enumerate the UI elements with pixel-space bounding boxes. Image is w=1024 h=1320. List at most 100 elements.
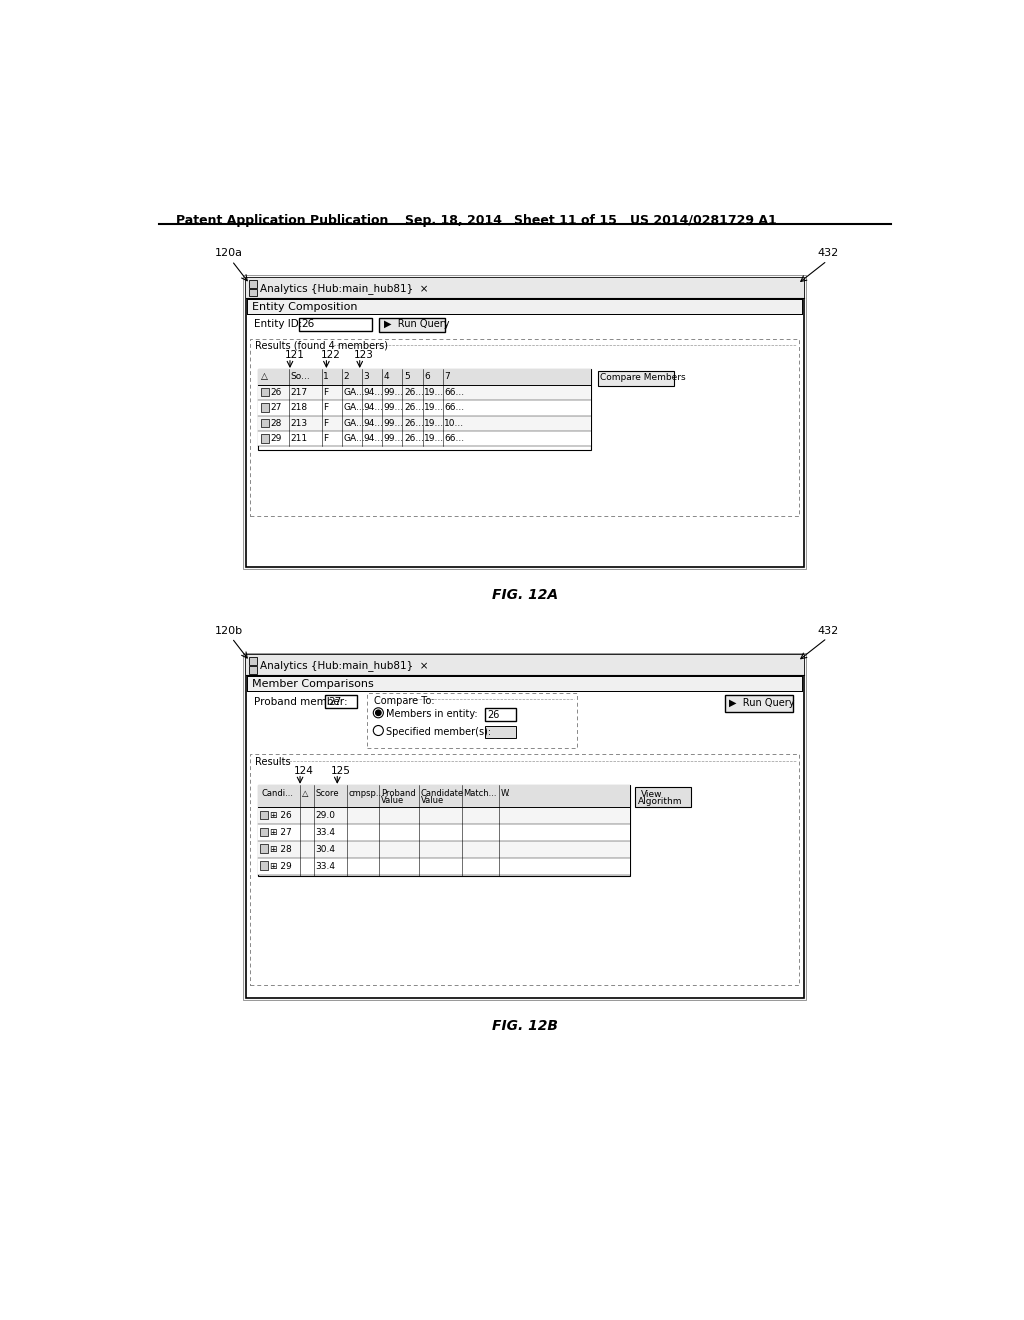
Text: Proband: Proband [381, 789, 416, 799]
Text: 26...: 26... [403, 434, 424, 444]
Text: 432: 432 [818, 248, 839, 259]
Text: 26...: 26... [403, 418, 424, 428]
Text: 66...: 66... [444, 404, 464, 412]
Text: Results (found 4 members): Results (found 4 members) [255, 341, 388, 351]
Text: 123: 123 [354, 350, 374, 360]
Text: △: △ [302, 789, 308, 799]
Bar [246, 277, 804, 566]
Bar [246, 277, 804, 298]
Text: Members in entity:: Members in entity: [386, 709, 478, 719]
Text: 3: 3 [364, 372, 370, 381]
Bar [325, 696, 357, 708]
Text: 94...: 94... [364, 418, 384, 428]
Text: 26: 26 [487, 710, 500, 719]
Bar [258, 785, 630, 807]
Text: Compare Members: Compare Members [600, 374, 686, 383]
Text: Value: Value [421, 796, 444, 805]
Bar [379, 318, 445, 331]
Bar [248, 315, 802, 334]
Text: F: F [324, 404, 329, 412]
Text: Candidate: Candidate [421, 789, 464, 799]
Text: 7: 7 [444, 372, 450, 381]
Text: Specified member(s):: Specified member(s): [386, 726, 492, 737]
Bar [258, 841, 630, 858]
Bar [260, 810, 268, 818]
Bar [260, 828, 268, 836]
Text: 28: 28 [270, 418, 282, 428]
Text: 1: 1 [324, 372, 329, 381]
Bar [258, 807, 630, 824]
Bar [485, 708, 516, 721]
Bar [246, 655, 804, 675]
Bar [258, 370, 592, 385]
Text: Proband member:: Proband member: [254, 697, 347, 706]
Text: 29.0: 29.0 [315, 812, 336, 820]
Text: Compare To:: Compare To: [374, 696, 434, 706]
Text: GA...: GA... [343, 434, 366, 444]
Text: 33.4: 33.4 [315, 862, 336, 871]
Bar [598, 371, 674, 387]
Text: 2: 2 [343, 372, 349, 381]
Text: Match...: Match... [464, 789, 497, 799]
Text: 33.4: 33.4 [315, 829, 336, 837]
Bar [249, 665, 257, 673]
Text: 432: 432 [818, 626, 839, 636]
Text: Results: Results [255, 756, 291, 767]
Text: 27: 27 [328, 697, 341, 706]
Text: F: F [324, 418, 329, 428]
Text: ⊞ 28: ⊞ 28 [270, 845, 292, 854]
Text: ⊞ 27: ⊞ 27 [270, 829, 292, 837]
Bar [260, 862, 268, 870]
Text: Value: Value [381, 796, 403, 805]
Text: ⊞ 26: ⊞ 26 [270, 812, 292, 820]
Text: FIG. 12A: FIG. 12A [492, 589, 558, 602]
Bar [258, 385, 592, 400]
Bar [260, 845, 268, 853]
Text: View: View [641, 789, 663, 799]
Text: Score: Score [315, 789, 339, 799]
Bar [260, 388, 269, 396]
Text: Patent Application Publication: Patent Application Publication [176, 214, 388, 227]
Text: 26: 26 [302, 319, 314, 329]
Bar [258, 824, 630, 841]
Bar [635, 787, 690, 807]
Text: 19...: 19... [424, 434, 444, 444]
Bar [244, 653, 806, 1001]
Text: Entity Composition: Entity Composition [252, 302, 357, 312]
Text: 29: 29 [270, 434, 282, 444]
Bar [258, 370, 592, 450]
Bar [260, 434, 269, 442]
Text: 94...: 94... [364, 404, 384, 412]
Text: ▶  Run Query: ▶ Run Query [729, 698, 795, 708]
Text: △: △ [261, 372, 268, 381]
Text: ⊞ 29: ⊞ 29 [270, 862, 292, 871]
Text: 213: 213 [291, 418, 308, 428]
Text: Sep. 18, 2014: Sep. 18, 2014 [406, 214, 503, 227]
Bar [258, 400, 592, 416]
Bar [258, 432, 592, 446]
Text: So...: So... [291, 372, 310, 381]
Text: 4: 4 [384, 372, 389, 381]
Text: GA...: GA... [343, 404, 366, 412]
Text: 19...: 19... [424, 418, 444, 428]
Bar [249, 280, 257, 288]
Text: 27: 27 [270, 404, 282, 412]
Text: 10...: 10... [444, 418, 464, 428]
Text: 26...: 26... [403, 404, 424, 412]
Bar [248, 676, 802, 692]
Bar [251, 755, 799, 985]
Text: 94...: 94... [364, 434, 384, 444]
Text: F: F [324, 388, 329, 397]
Text: 99...: 99... [384, 434, 403, 444]
Bar [249, 657, 257, 665]
Text: 217: 217 [291, 388, 308, 397]
Bar [725, 696, 793, 711]
Text: FIG. 12B: FIG. 12B [492, 1019, 558, 1034]
Text: 120b: 120b [215, 626, 243, 636]
Bar [251, 339, 799, 516]
Text: 5: 5 [403, 372, 410, 381]
Text: 30.4: 30.4 [315, 845, 336, 854]
Text: 99...: 99... [384, 418, 403, 428]
Text: 99...: 99... [384, 388, 403, 397]
Text: 124: 124 [294, 766, 313, 776]
